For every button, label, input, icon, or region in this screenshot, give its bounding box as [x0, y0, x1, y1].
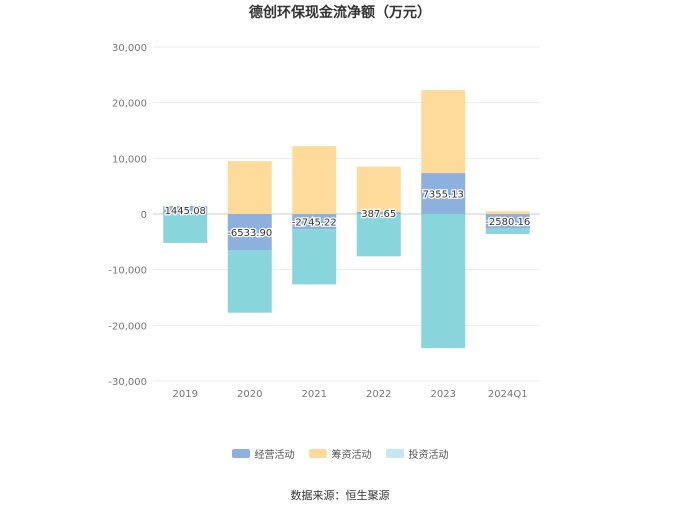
- bar-operating: [356, 211, 401, 214]
- data-label: -2745.22: [292, 218, 337, 229]
- legend-item-investing[interactable]: 投资活动: [385, 446, 449, 461]
- data-label: -6533.90: [227, 228, 272, 239]
- bar-operating: [421, 173, 466, 214]
- legend-label-financing: 筹资活动: [331, 450, 372, 461]
- bar-investing: [292, 229, 337, 285]
- grid-lines: [153, 46, 540, 382]
- bar-investing: [421, 214, 466, 349]
- x-tick-label: 2024Q1: [488, 389, 528, 400]
- legend-swatch-operating: [231, 449, 250, 458]
- bar-operating: [163, 205, 208, 214]
- bars: [163, 90, 530, 349]
- legend-item-operating[interactable]: 经营活动: [231, 446, 295, 461]
- legend-item-financing[interactable]: 筹资活动: [308, 446, 372, 461]
- y-tick-label: 0: [141, 210, 147, 221]
- bar-investing: [485, 228, 530, 234]
- legend-swatch-investing: [385, 449, 404, 458]
- bar-operating: [227, 214, 272, 251]
- x-tick-label: 2022: [366, 389, 391, 400]
- bar-investing: [356, 214, 401, 257]
- data-label: 387.65: [361, 209, 396, 220]
- legend-label-investing: 投资活动: [408, 450, 449, 461]
- x-tick-label: 2020: [237, 389, 262, 400]
- bar-investing: [227, 250, 272, 313]
- bar-financing: [485, 211, 530, 214]
- chart-plot: 30,000 20,000 10,000 0 -10,000 -20,000 -30,000…: [108, 43, 540, 400]
- bar-financing: [227, 161, 272, 214]
- legend-label-operating: 经营活动: [254, 450, 295, 461]
- chart-title: 德创环保现金流净额（万元）: [249, 5, 431, 21]
- y-tick-label: -20,000: [108, 321, 147, 332]
- x-axis-tick-labels: 2019 2020 2021 2022 2023 2024Q1: [173, 389, 528, 400]
- bar-financing: [356, 166, 401, 212]
- legend: 经营活动 筹资活动 投资活动: [0, 446, 680, 461]
- bar-operating: [485, 214, 530, 229]
- x-tick-label: 2023: [431, 389, 456, 400]
- bar-financing: [292, 146, 337, 214]
- y-tick-label: -10,000: [108, 266, 147, 277]
- data-labels: 1445.08 -6533.90 -2745.22 387.65 7355.13 -258…: [163, 188, 531, 240]
- x-tick-label: 2021: [302, 389, 327, 400]
- data-label: 1445.08: [165, 206, 206, 217]
- legend-swatch-financing: [308, 449, 327, 458]
- y-tick-label: 30,000: [112, 43, 147, 54]
- bar-operating: [292, 214, 337, 230]
- y-axis-tick-labels: 30,000 20,000 10,000 0 -10,000 -20,000 -30,000: [108, 43, 147, 388]
- y-tick-label: 20,000: [112, 99, 147, 110]
- y-tick-label: -30,000: [108, 377, 147, 388]
- bar-investing: [163, 214, 208, 243]
- source-note: 数据来源：恒生聚源: [290, 489, 390, 502]
- bar-financing: [421, 90, 466, 174]
- y-tick-label: 10,000: [112, 154, 147, 165]
- x-tick-label: 2019: [173, 389, 198, 400]
- data-label: 7355.13: [423, 190, 464, 201]
- data-label: -2580.16: [485, 217, 530, 228]
